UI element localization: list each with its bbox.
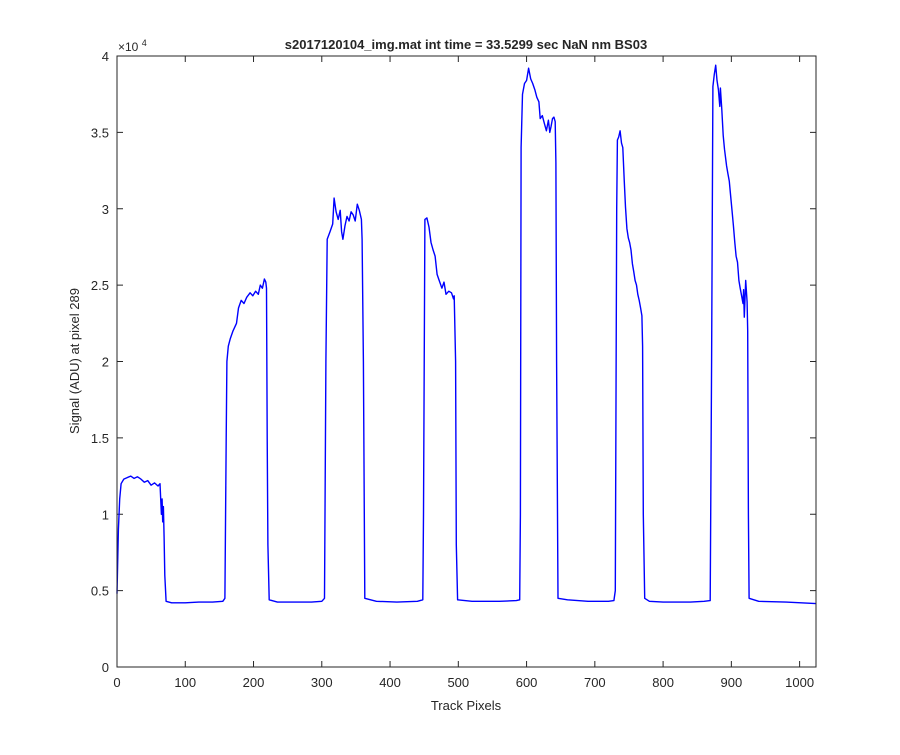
y-exponent-label: ×10 4 <box>118 38 147 54</box>
y-tick-label: 3 <box>102 202 109 217</box>
y-tick-label: 2 <box>102 355 109 370</box>
plot-frame <box>116 55 817 668</box>
y-ticks: 0 0.5 1 1.5 2 2.5 3 3.5 4 <box>91 49 816 675</box>
x-tick-label: 500 <box>447 675 469 690</box>
series-group <box>116 64 817 605</box>
x-tick-label: 600 <box>516 675 538 690</box>
x-tick-label: 700 <box>584 675 606 690</box>
y-tick-label: 0 <box>102 660 109 675</box>
x-tick-label: 300 <box>311 675 333 690</box>
y-tick-label: 3.5 <box>91 125 109 140</box>
y-tick-label: 2.5 <box>91 278 109 293</box>
plot-area <box>117 56 816 667</box>
x-ticks: 0 100 200 300 400 500 600 700 800 900 1000 <box>113 56 814 690</box>
y-tick-label: 4 <box>102 49 109 64</box>
y-exponent-power: 4 <box>142 38 147 48</box>
x-axis-label: Track Pixels <box>431 698 502 713</box>
y-tick-label: 1 <box>102 507 109 522</box>
signal-series-line <box>116 64 817 605</box>
x-tick-label: 400 <box>379 675 401 690</box>
x-tick-label: 200 <box>243 675 265 690</box>
x-tick-label: 0 <box>113 675 120 690</box>
x-tick-label: 1000 <box>785 675 814 690</box>
y-tick-label: 1.5 <box>91 431 109 446</box>
chart-title: s2017120104_img.mat int time = 33.5299 s… <box>285 37 647 52</box>
y-axis-label: Signal (ADU) at pixel 289 <box>67 288 82 434</box>
y-exponent-base: ×10 <box>118 40 139 54</box>
y-tick-label: 0.5 <box>91 584 109 599</box>
x-tick-label: 100 <box>174 675 196 690</box>
x-tick-label: 900 <box>721 675 743 690</box>
x-tick-label: 800 <box>652 675 674 690</box>
